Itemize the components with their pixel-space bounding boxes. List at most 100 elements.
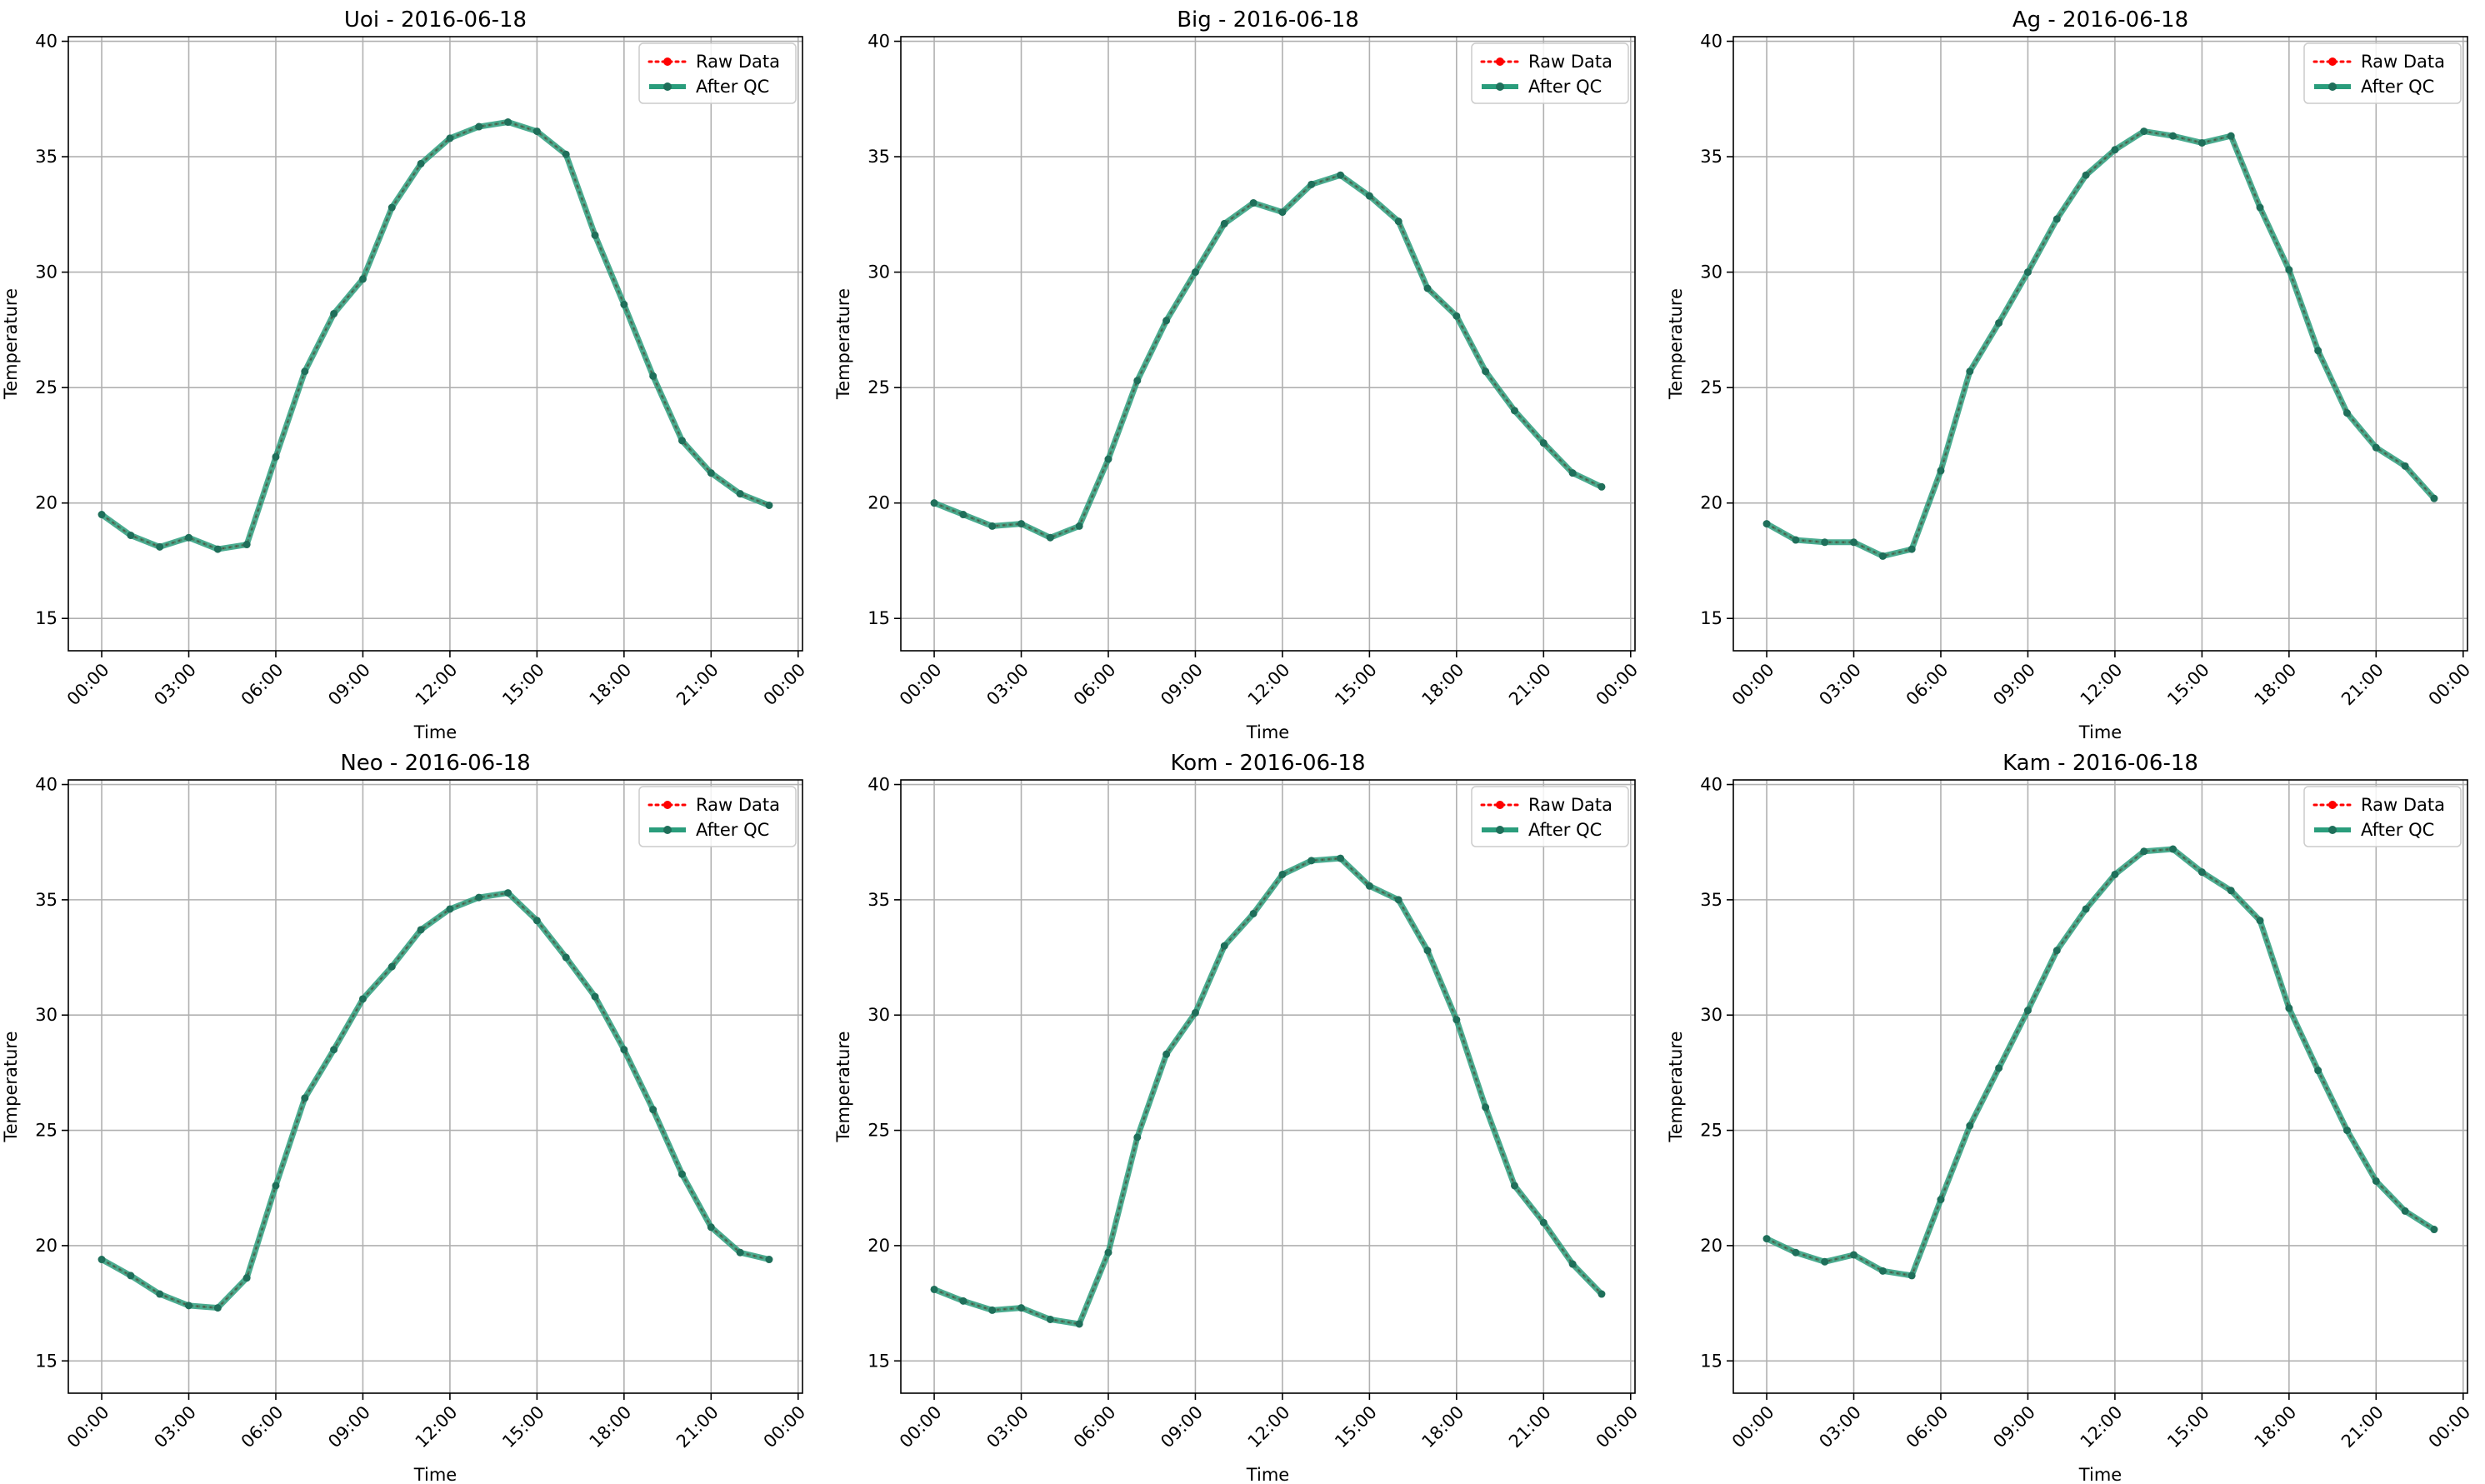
x-tick-label: 00:00 xyxy=(760,660,810,710)
data-point xyxy=(1104,455,1112,463)
data-point xyxy=(213,545,222,553)
data-point xyxy=(1423,947,1432,955)
data-point xyxy=(678,1170,686,1178)
data-point xyxy=(2372,1177,2380,1185)
legend: Raw Data After QC xyxy=(1471,786,1629,847)
y-tick-label: 15 xyxy=(35,1351,58,1371)
data-point xyxy=(2023,268,2032,277)
x-tick-label: 21:00 xyxy=(2338,1402,2388,1452)
data-point xyxy=(1937,467,1945,475)
grid-lines xyxy=(1733,780,2468,1393)
chart-panel: 00:00 03:00 06:00 09:00 12:00 15:00 18:00 21:00… xyxy=(833,7,1642,742)
x-tick-label: 09:00 xyxy=(324,660,374,710)
x-tick-label: 00:00 xyxy=(63,660,113,710)
data-point xyxy=(358,995,367,1003)
data-point xyxy=(2430,1226,2438,1234)
y-tick-label: 35 xyxy=(35,890,58,910)
data-point xyxy=(98,511,106,519)
data-point xyxy=(2023,1007,2032,1015)
data-point xyxy=(1792,1248,1800,1257)
raw-data-line-overlay xyxy=(1766,130,2435,557)
data-point xyxy=(1850,1251,1858,1259)
data-point xyxy=(1249,909,1258,917)
legend-qc-label: After QC xyxy=(1528,77,1602,97)
legend-qc-marker xyxy=(663,826,672,834)
data-point xyxy=(1104,1248,1112,1257)
data-point xyxy=(2285,1004,2293,1012)
x-tick-label: 06:00 xyxy=(1902,660,1952,710)
chart-panel: 00:00 03:00 06:00 09:00 12:00 15:00 18:00 21:00… xyxy=(1666,751,2474,1484)
data-point xyxy=(98,1256,106,1264)
chart-title: Neo - 2016-06-18 xyxy=(340,751,530,776)
after-qc-line xyxy=(100,119,771,552)
legend-raw-marker xyxy=(2328,801,2337,809)
y-tick-label: 20 xyxy=(1700,493,1722,513)
x-tick-label: 00:00 xyxy=(896,1402,946,1452)
grid-lines xyxy=(901,37,1635,651)
legend-qc-label: After QC xyxy=(696,820,769,840)
x-tick-label: 00:00 xyxy=(896,660,946,710)
data-point xyxy=(1278,870,1287,878)
plot-frame xyxy=(68,36,803,652)
x-tick-label: 18:00 xyxy=(586,1402,636,1452)
x-tick-label: 06:00 xyxy=(238,660,288,710)
legend-raw-label: Raw Data xyxy=(2361,795,2445,815)
x-axis-label: Time xyxy=(413,722,457,742)
x-tick-label: 18:00 xyxy=(586,660,636,710)
legend: Raw Data After QC xyxy=(2303,42,2462,104)
raw-data-line-overlay xyxy=(1766,847,2435,1277)
x-tick-label: 00:00 xyxy=(1728,660,1778,710)
data-point xyxy=(988,1306,997,1314)
data-point xyxy=(2314,347,2322,355)
data-point xyxy=(1598,1290,1606,1298)
y-tick-label: 40 xyxy=(1700,775,1722,795)
plot-frame xyxy=(900,779,1636,1394)
data-point xyxy=(591,231,599,239)
data-point xyxy=(127,531,135,539)
legend-raw-label: Raw Data xyxy=(2361,52,2445,72)
data-point xyxy=(1539,1218,1548,1227)
data-point xyxy=(2314,1067,2322,1075)
legend-qc-label: After QC xyxy=(696,77,769,97)
x-tick-label: 03:00 xyxy=(1815,660,1865,710)
x-axis-label: Time xyxy=(2078,722,2122,742)
data-point xyxy=(988,522,997,530)
legend-raw-label: Raw Data xyxy=(1528,795,1612,815)
data-point xyxy=(2372,443,2380,452)
data-point xyxy=(2111,146,2119,154)
data-point xyxy=(504,889,512,897)
x-axis-label: Time xyxy=(413,1465,457,1484)
x-tick-label: 00:00 xyxy=(2425,1402,2475,1452)
data-point xyxy=(2169,132,2178,140)
chart-panel: 00:00 03:00 06:00 09:00 12:00 15:00 18:00 21:00… xyxy=(833,751,1642,1484)
data-point xyxy=(388,203,396,212)
x-tick-label: 06:00 xyxy=(238,1402,288,1452)
data-point xyxy=(736,490,744,498)
y-tick-label: 15 xyxy=(1700,1351,1722,1371)
data-point xyxy=(2227,132,2235,140)
data-point xyxy=(1162,1050,1171,1058)
legend-qc-marker xyxy=(1496,826,1504,834)
y-tick-label: 20 xyxy=(35,1236,58,1256)
data-point xyxy=(242,1274,251,1282)
data-point xyxy=(2227,887,2235,895)
y-axis-label: Temperature xyxy=(833,1031,853,1142)
data-point xyxy=(446,905,454,913)
x-tick-label: 09:00 xyxy=(324,1402,374,1452)
y-tick-label: 20 xyxy=(868,1236,890,1256)
data-point xyxy=(1046,1315,1054,1323)
data-point xyxy=(2198,868,2206,877)
data-point xyxy=(185,1302,193,1310)
legend: Raw Data After QC xyxy=(638,786,797,847)
data-point xyxy=(2430,494,2438,502)
data-point xyxy=(2342,409,2351,417)
y-tick-label: 35 xyxy=(1700,890,1722,910)
legend-qc-label: After QC xyxy=(2361,820,2434,840)
data-point xyxy=(930,1285,938,1293)
legend: Raw Data After QC xyxy=(638,42,797,104)
data-point xyxy=(475,122,483,131)
data-point xyxy=(1878,1267,1887,1275)
grid-lines xyxy=(68,780,802,1393)
data-point xyxy=(1365,882,1373,890)
